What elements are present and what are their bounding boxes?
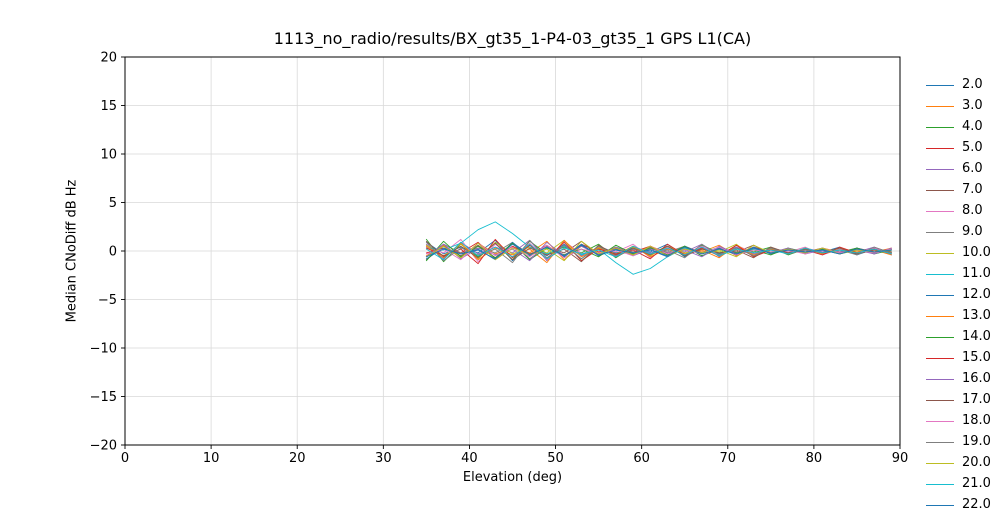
x-tick-label: 10: [203, 451, 220, 466]
y-tick-label: −20: [90, 439, 117, 454]
y-tick-label: 0: [109, 245, 117, 260]
x-tick-label: 0: [121, 451, 129, 466]
x-tick-label: 80: [806, 451, 823, 466]
x-tick-label: 20: [289, 451, 306, 466]
y-tick-label: −10: [90, 342, 117, 357]
y-tick-label: −15: [90, 390, 117, 405]
figure: 0 10 20 30 40 50 60 70 80 90 −20 −15 −10 −5 0 5 10 15 20 1…: [64, 29, 991, 512]
x-tick-label: 40: [461, 451, 478, 466]
legend-line-swatch: [926, 504, 954, 506]
y-axis-label: Median CNoDiff dB Hz: [64, 179, 80, 323]
x-tick-label: 60: [633, 451, 650, 466]
y-tick-label: 10: [100, 148, 117, 163]
y-tick-label: −5: [98, 293, 117, 308]
plot-area: 0 10 20 30 40 50 60 70 80 90 −20 −15 −10 −5 0 5 10 15 20: [90, 51, 909, 467]
x-tick-label: 90: [892, 451, 909, 466]
y-tick-label: 20: [100, 51, 117, 66]
x-tick-label: 30: [375, 451, 392, 466]
series-line: [425, 243, 892, 260]
x-tick-label: 70: [720, 451, 737, 466]
y-tick-label: 15: [100, 99, 117, 114]
x-tick-label: 50: [547, 451, 564, 466]
chart-title: 1113_no_radio/results/BX_gt35_1-P4-03_gt…: [273, 29, 752, 48]
x-axis-label: Elevation (deg): [462, 470, 563, 485]
y-tick-label: 5: [109, 196, 117, 211]
